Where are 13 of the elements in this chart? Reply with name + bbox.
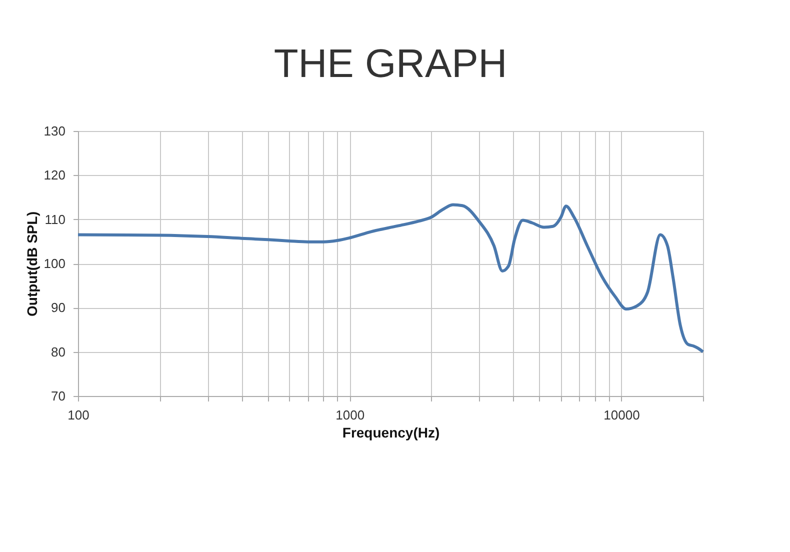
y-tick-label: 80	[51, 344, 66, 360]
y-tick-label: 90	[51, 300, 66, 316]
x-tick-label: 1000	[336, 408, 365, 422]
x-tick-label: 10000	[604, 408, 640, 422]
y-tick-label: 110	[44, 212, 66, 227]
chart-title: THE GRAPH	[274, 42, 508, 86]
y-tick-label: 120	[44, 168, 66, 183]
x-tick-label: 100	[68, 408, 90, 422]
y-tick-label: 130	[44, 124, 66, 138]
y-axis-title: Output(dB SPL)	[24, 212, 40, 316]
y-tick-label: 100	[44, 256, 66, 271]
x-axis-title: Frequency(Hz)	[342, 424, 440, 440]
y-tick-label: 70	[51, 388, 66, 404]
